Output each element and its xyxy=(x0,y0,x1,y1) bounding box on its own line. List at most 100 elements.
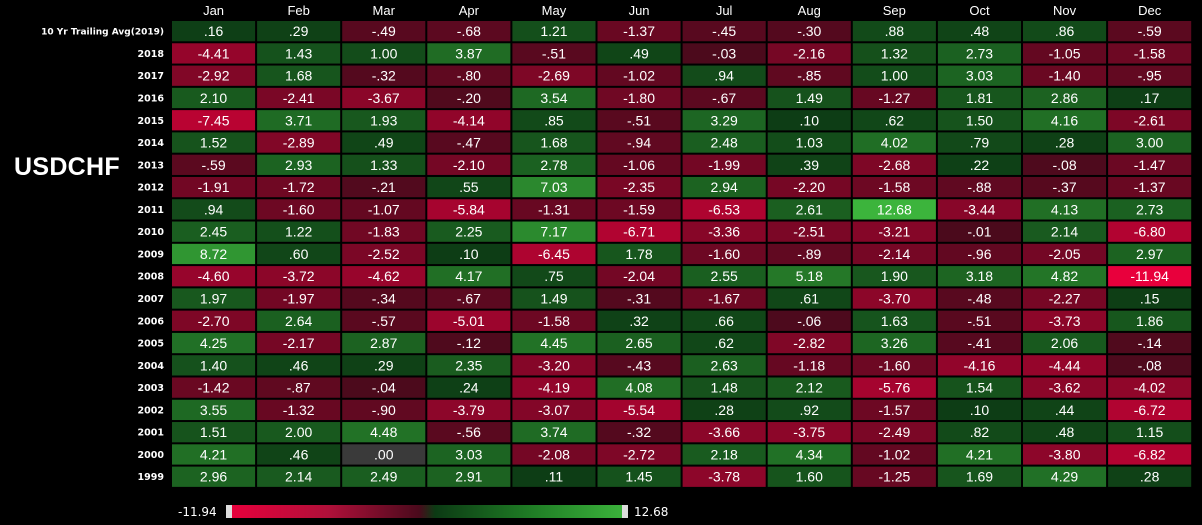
heatmap-cell[interactable] xyxy=(682,21,766,42)
heatmap-cell[interactable] xyxy=(257,444,341,465)
heatmap-cell[interactable] xyxy=(597,176,681,198)
heatmap-cell[interactable] xyxy=(597,422,681,443)
heatmap-cell[interactable] xyxy=(257,199,341,220)
heatmap-cell[interactable] xyxy=(852,422,936,443)
heatmap-cell[interactable] xyxy=(767,332,851,354)
heatmap-cell[interactable] xyxy=(597,243,681,265)
heatmap-cell[interactable] xyxy=(597,87,681,109)
heatmap-cell[interactable] xyxy=(852,221,936,242)
heatmap-cell[interactable] xyxy=(172,288,256,309)
heatmap-cell[interactable] xyxy=(767,355,851,376)
heatmap-cell[interactable] xyxy=(937,399,1021,421)
heatmap-cell[interactable] xyxy=(342,87,426,109)
heatmap-cell[interactable] xyxy=(767,43,851,64)
heatmap-cell[interactable] xyxy=(1108,21,1192,42)
heatmap-cell[interactable] xyxy=(427,288,511,309)
heatmap-cell[interactable] xyxy=(512,288,596,309)
heatmap-cell[interactable] xyxy=(852,266,936,287)
heatmap-cell[interactable] xyxy=(852,65,936,86)
heatmap-cell[interactable] xyxy=(682,399,766,421)
heatmap-cell[interactable] xyxy=(427,444,511,465)
heatmap-cell[interactable] xyxy=(767,399,851,421)
heatmap-cell[interactable] xyxy=(427,221,511,242)
heatmap-cell[interactable] xyxy=(1108,266,1192,287)
heatmap-cell[interactable] xyxy=(342,399,426,421)
heatmap-cell[interactable] xyxy=(257,288,341,309)
heatmap-cell[interactable] xyxy=(597,332,681,354)
heatmap-cell[interactable] xyxy=(1023,132,1107,153)
heatmap-cell[interactable] xyxy=(767,221,851,242)
heatmap-cell[interactable] xyxy=(512,243,596,265)
heatmap-cell[interactable] xyxy=(937,377,1021,398)
heatmap-cell[interactable] xyxy=(342,199,426,220)
heatmap-cell[interactable] xyxy=(682,87,766,109)
heatmap-cell[interactable] xyxy=(682,65,766,86)
heatmap-cell[interactable] xyxy=(682,43,766,64)
heatmap-cell[interactable] xyxy=(937,355,1021,376)
heatmap-cell[interactable] xyxy=(682,422,766,443)
heatmap-cell[interactable] xyxy=(1108,65,1192,86)
heatmap-cell[interactable] xyxy=(342,266,426,287)
heatmap-cell[interactable] xyxy=(257,422,341,443)
heatmap-cell[interactable] xyxy=(937,176,1021,198)
heatmap-cell[interactable] xyxy=(512,65,596,86)
heatmap-cell[interactable] xyxy=(1023,221,1107,242)
heatmap-cell[interactable] xyxy=(1108,199,1192,220)
heatmap-cell[interactable] xyxy=(1108,377,1192,398)
heatmap-cell[interactable] xyxy=(342,176,426,198)
heatmap-cell[interactable] xyxy=(767,288,851,309)
heatmap-cell[interactable] xyxy=(937,310,1021,331)
heatmap-cell[interactable] xyxy=(512,399,596,421)
heatmap-cell[interactable] xyxy=(172,110,256,131)
heatmap-cell[interactable] xyxy=(937,243,1021,265)
heatmap-cell[interactable] xyxy=(257,21,341,42)
heatmap-cell[interactable] xyxy=(597,266,681,287)
heatmap-cell[interactable] xyxy=(1108,355,1192,376)
heatmap-cell[interactable] xyxy=(512,355,596,376)
heatmap-cell[interactable] xyxy=(767,154,851,175)
heatmap-cell[interactable] xyxy=(852,87,936,109)
heatmap-cell[interactable] xyxy=(1108,243,1192,265)
heatmap-cell[interactable] xyxy=(1108,132,1192,153)
heatmap-cell[interactable] xyxy=(767,266,851,287)
heatmap-cell[interactable] xyxy=(427,332,511,354)
heatmap-cell[interactable] xyxy=(257,176,341,198)
heatmap-cell[interactable] xyxy=(342,466,426,487)
heatmap-cell[interactable] xyxy=(852,310,936,331)
heatmap-cell[interactable] xyxy=(342,154,426,175)
heatmap-cell[interactable] xyxy=(1108,221,1192,242)
heatmap-cell[interactable] xyxy=(172,332,256,354)
heatmap-cell[interactable] xyxy=(597,288,681,309)
heatmap-cell[interactable] xyxy=(1023,110,1107,131)
heatmap-cell[interactable] xyxy=(1023,43,1107,64)
heatmap-cell[interactable] xyxy=(172,444,256,465)
heatmap-cell[interactable] xyxy=(937,221,1021,242)
heatmap-cell[interactable] xyxy=(172,154,256,175)
heatmap-cell[interactable] xyxy=(512,199,596,220)
heatmap-cell[interactable] xyxy=(512,422,596,443)
heatmap-cell[interactable] xyxy=(342,221,426,242)
heatmap-cell[interactable] xyxy=(597,377,681,398)
heatmap-cell[interactable] xyxy=(257,65,341,86)
heatmap-cell[interactable] xyxy=(342,43,426,64)
heatmap-cell[interactable] xyxy=(852,110,936,131)
heatmap-cell[interactable] xyxy=(937,332,1021,354)
heatmap-cell[interactable] xyxy=(1023,422,1107,443)
heatmap-cell[interactable] xyxy=(597,466,681,487)
heatmap-cell[interactable] xyxy=(172,199,256,220)
heatmap-cell[interactable] xyxy=(257,110,341,131)
heatmap-cell[interactable] xyxy=(937,422,1021,443)
heatmap-cell[interactable] xyxy=(1023,466,1107,487)
heatmap-cell[interactable] xyxy=(257,266,341,287)
heatmap-cell[interactable] xyxy=(342,243,426,265)
heatmap-cell[interactable] xyxy=(427,377,511,398)
heatmap-cell[interactable] xyxy=(852,176,936,198)
heatmap-cell[interactable] xyxy=(937,87,1021,109)
heatmap-cell[interactable] xyxy=(1108,310,1192,331)
heatmap-cell[interactable] xyxy=(1023,87,1107,109)
heatmap-cell[interactable] xyxy=(597,444,681,465)
heatmap-cell[interactable] xyxy=(512,132,596,153)
heatmap-cell[interactable] xyxy=(937,288,1021,309)
heatmap-cell[interactable] xyxy=(427,466,511,487)
heatmap-cell[interactable] xyxy=(767,21,851,42)
